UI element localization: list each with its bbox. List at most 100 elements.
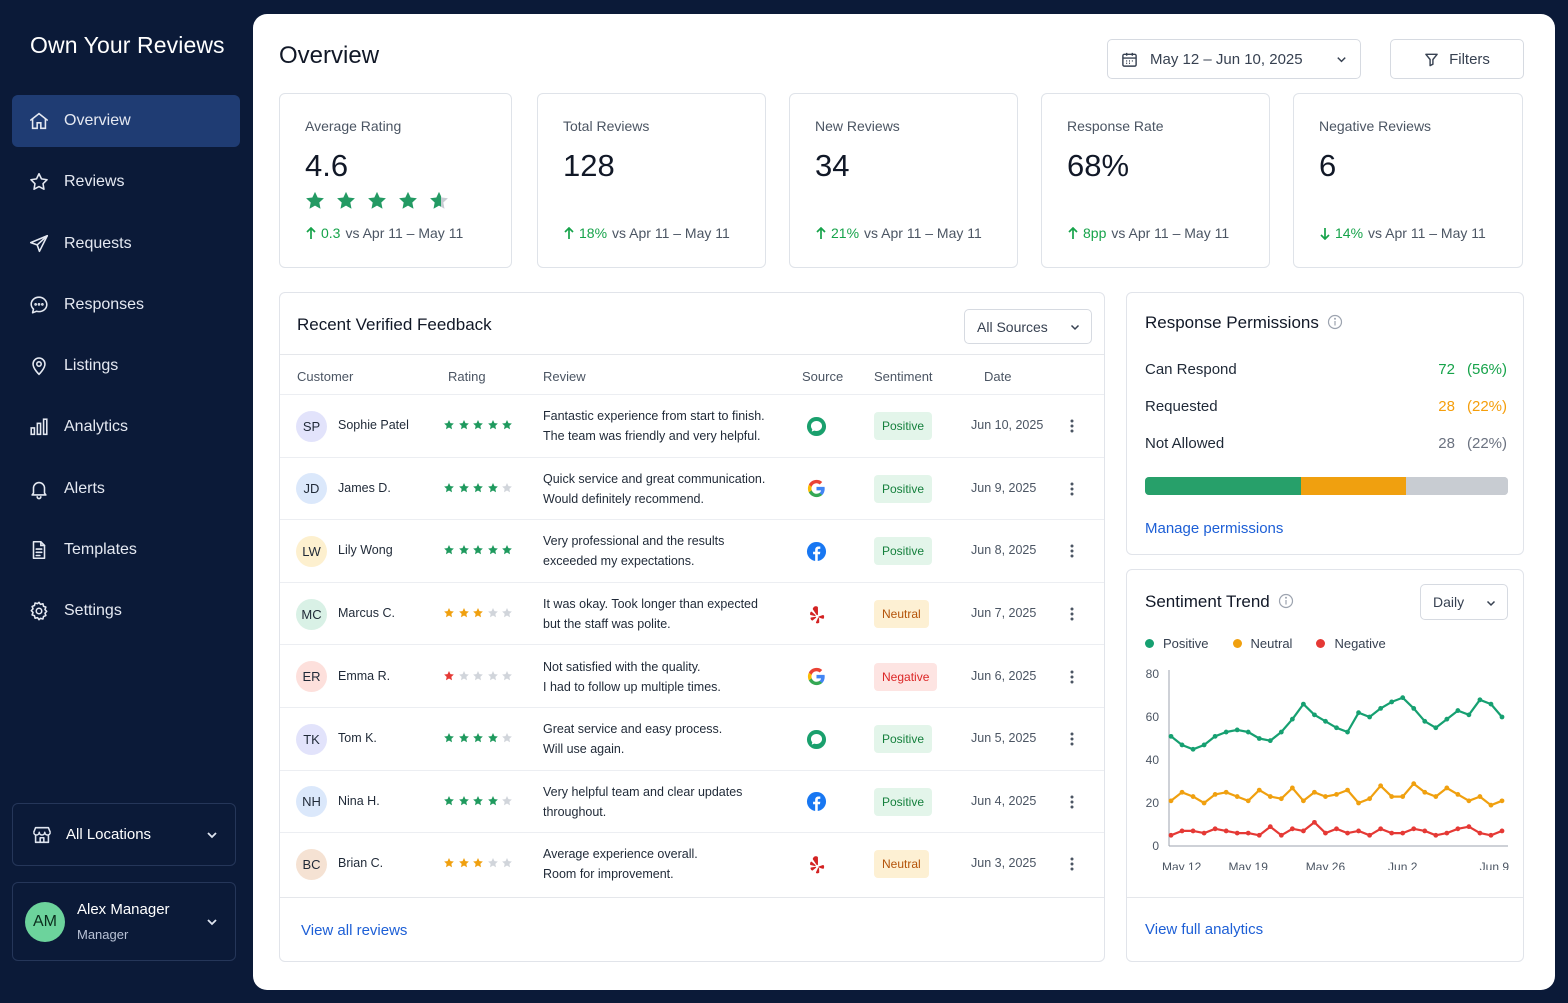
series-line-positive — [1170, 696, 1503, 751]
sidebar-item-listings[interactable]: Listings — [12, 340, 240, 392]
info-icon[interactable] — [1278, 593, 1294, 609]
more-options-icon[interactable] — [1066, 543, 1078, 559]
sidebar-item-responses[interactable]: Responses — [12, 279, 240, 331]
more-options-icon[interactable] — [1066, 856, 1078, 872]
divider — [1127, 897, 1523, 898]
x-tick-label: May 26 — [1306, 860, 1346, 870]
gear-icon — [30, 601, 48, 621]
kpi-label: Average Rating — [305, 118, 402, 134]
data-point-positive — [1334, 725, 1339, 731]
page-title: Overview — [279, 42, 380, 69]
legend-item: Neutral — [1232, 636, 1292, 651]
star-icon — [473, 608, 483, 618]
date-range-picker[interactable]: May 12 – Jun 10, 2025 — [1107, 39, 1361, 79]
star-icon — [430, 191, 448, 209]
sentiment-badge: Positive — [874, 725, 933, 754]
column-header-rating: Rating — [448, 369, 486, 384]
data-point-neutral — [1267, 794, 1273, 799]
location-selector[interactable]: All Locations — [12, 803, 236, 866]
view-all-reviews-link[interactable]: View all reviews — [301, 922, 408, 939]
data-point-positive — [1312, 712, 1317, 718]
filters-label: Filters — [1449, 50, 1490, 68]
table-row[interactable]: NH Nina H. Very helpful team and clear upd… — [280, 769, 1104, 833]
permissions-bar-segment — [1406, 477, 1508, 495]
customer-name: Nina H. — [338, 793, 380, 808]
interval-value: Daily — [1433, 594, 1465, 610]
star-icon — [487, 608, 498, 618]
star-icon — [502, 608, 512, 618]
arrow-down-icon — [1320, 227, 1330, 240]
table-row[interactable]: LW Lily Wong Very professional and the res… — [280, 519, 1104, 582]
sentiment-badge: Neutral — [874, 600, 929, 629]
data-point-negative — [1312, 819, 1317, 825]
arrow-up-icon — [1068, 226, 1078, 239]
source-filter-select[interactable]: All Sources — [964, 309, 1092, 344]
more-options-icon[interactable] — [1066, 606, 1078, 622]
data-point-neutral — [1256, 787, 1262, 793]
filters-button[interactable]: Filters — [1390, 39, 1524, 79]
sidebar-item-label: Overview — [64, 112, 131, 129]
legend-dot — [1145, 639, 1154, 648]
review-date: Jun 6, 2025 — [971, 668, 1037, 683]
kpi-label: Negative Reviews — [1319, 118, 1432, 134]
star-icon — [368, 191, 386, 209]
interval-select[interactable]: Daily — [1420, 584, 1508, 620]
kpi-delta-value: 0.3 — [321, 225, 341, 241]
kpi-value: 4.6 — [305, 148, 349, 183]
sidebar-item-templates[interactable]: Templates — [12, 524, 240, 576]
data-point-positive — [1400, 695, 1406, 701]
star-icon — [473, 795, 483, 806]
user-menu[interactable]: AM Alex Manager Manager — [12, 882, 236, 961]
more-options-icon[interactable] — [1066, 669, 1078, 685]
more-options-icon[interactable] — [1066, 794, 1078, 810]
review-date: Jun 5, 2025 — [971, 731, 1037, 746]
column-header-sentiment: Sentiment — [874, 369, 933, 384]
sidebar-item-overview[interactable]: Overview — [12, 95, 240, 147]
data-point-negative — [1256, 832, 1262, 838]
data-point-neutral — [1289, 785, 1295, 791]
sidebar: Own Your Reviews Overview Reviews Requests… — [0, 0, 252, 1003]
more-options-icon[interactable] — [1066, 481, 1078, 497]
permissions-bar — [1145, 477, 1508, 495]
sidebar-item-label: Settings — [64, 602, 122, 620]
sidebar-item-settings[interactable]: Settings — [12, 585, 240, 637]
calendar-icon — [1122, 52, 1137, 67]
more-options-icon[interactable] — [1066, 418, 1078, 434]
review-text: Not satisfied with the quality. I had to … — [543, 657, 783, 697]
data-point-positive — [1201, 742, 1207, 748]
x-tick-label: Jun 2 — [1388, 860, 1418, 870]
table-row[interactable]: SP Sophie Patel Fantastic experience from … — [280, 394, 1104, 457]
star-icon — [502, 670, 512, 680]
table-row[interactable]: MC Marcus C. It was okay. Took longer than… — [280, 581, 1104, 645]
review-line: Very helpful team and clear updates — [543, 784, 743, 799]
table-row[interactable]: TK Tom K. Great service and easy process. W… — [280, 707, 1104, 770]
data-point-positive — [1422, 718, 1428, 724]
star-icon — [458, 608, 469, 618]
view-full-analytics-link[interactable]: View full analytics — [1145, 921, 1264, 938]
chevron-down-icon — [1337, 57, 1346, 63]
sidebar-item-requests[interactable]: Requests — [12, 218, 240, 270]
map-pin-icon — [32, 357, 46, 376]
table-row[interactable]: BC Brian C. Average experience overall. Roo… — [280, 832, 1104, 895]
sidebar-item-analytics[interactable]: Analytics — [12, 401, 240, 453]
y-tick-label: 40 — [1146, 753, 1160, 767]
rating-stars — [443, 607, 516, 619]
manage-permissions-link[interactable]: Manage permissions — [1145, 520, 1284, 537]
kpi-delta: 21% vs Apr 11 – May 11 — [815, 225, 982, 241]
permission-count: 72 — [1438, 361, 1455, 378]
table-row[interactable]: JD James D. Quick service and great commun… — [280, 456, 1104, 520]
arrow-up-icon — [816, 226, 826, 239]
kpi-delta: 0.3 vs Apr 11 – May 11 — [305, 225, 463, 241]
more-options-icon[interactable] — [1066, 731, 1078, 747]
star-icon — [306, 191, 324, 209]
data-point-neutral — [1499, 798, 1505, 804]
permission-label: Not Allowed — [1145, 435, 1225, 452]
data-point-positive — [1345, 729, 1350, 735]
table-row[interactable]: ER Emma R. Not satisfied with the quality.… — [280, 644, 1104, 707]
sidebar-item-reviews[interactable]: Reviews — [12, 156, 240, 208]
send-icon — [29, 234, 49, 252]
data-point-neutral — [1422, 789, 1428, 795]
info-icon[interactable] — [1327, 314, 1343, 330]
sidebar-item-alerts[interactable]: Alerts — [12, 463, 240, 515]
sentiment-badge: Positive — [874, 474, 933, 503]
